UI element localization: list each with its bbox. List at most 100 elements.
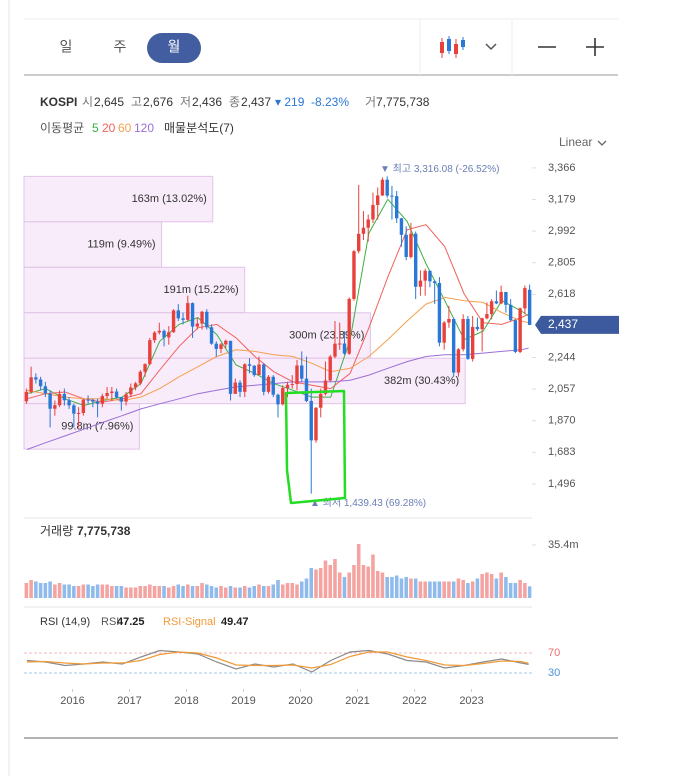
candle-body <box>181 318 185 320</box>
scale-chevron[interactable] <box>597 140 607 146</box>
candle-body <box>43 386 48 394</box>
candle-body <box>167 332 171 338</box>
y-tick-label: 2,057 <box>548 383 576 395</box>
y-tick-label: 70 <box>548 647 560 659</box>
candle-body <box>205 311 209 328</box>
candle-body <box>257 364 261 376</box>
volume-bar <box>209 586 214 598</box>
volume-bar <box>432 581 437 598</box>
chart-type-button[interactable] <box>440 36 465 58</box>
candle-body <box>281 388 285 405</box>
candle-body <box>518 308 522 352</box>
volume-bar <box>81 584 86 598</box>
candle-body <box>190 303 195 327</box>
candle-body <box>319 393 323 408</box>
candle-body <box>114 391 119 398</box>
volume-bar <box>152 586 157 598</box>
volume-bar <box>224 587 228 598</box>
candle-body <box>105 393 109 397</box>
x-tick-label: 2019 <box>231 695 255 707</box>
candle-body <box>485 314 489 319</box>
candle-body <box>442 322 446 343</box>
y-tick-label: 30 <box>548 667 560 679</box>
volume-bar <box>518 580 522 598</box>
candle-body <box>347 298 351 354</box>
volume-bar <box>480 574 484 598</box>
candle-body <box>48 393 52 409</box>
dropdown-chevron[interactable] <box>485 43 497 51</box>
candle-body <box>323 380 328 394</box>
ma-line <box>26 224 529 403</box>
candle-body <box>57 393 62 406</box>
tab[interactable]: 월 <box>168 39 181 55</box>
candle-body <box>333 343 337 357</box>
candle-body <box>95 401 100 404</box>
rsi-title: RSI (14,9) <box>40 616 90 628</box>
volume-bar <box>148 584 152 598</box>
candle-body <box>394 196 399 219</box>
volume-bar <box>295 584 299 598</box>
volume-bar <box>100 584 105 598</box>
volume-bar <box>43 583 48 598</box>
volume-bar <box>394 575 399 598</box>
candle-body <box>423 270 427 281</box>
candle-body <box>376 195 380 205</box>
volume-bar <box>442 581 446 598</box>
ma-legend: 60 <box>118 121 132 135</box>
volume-bar <box>129 587 133 598</box>
volume-bar <box>186 584 190 598</box>
candle-body <box>409 233 413 257</box>
tab[interactable]: 주 <box>114 39 127 55</box>
candle-body <box>380 179 385 196</box>
volume-bar <box>437 581 442 598</box>
volume-bar <box>124 587 128 598</box>
candle-body <box>404 234 408 257</box>
zoom-in[interactable] <box>586 38 604 56</box>
volume-bar <box>347 572 351 598</box>
volume-bar <box>385 577 389 598</box>
volume-bar <box>337 572 342 598</box>
volume-bar <box>423 581 427 598</box>
volume-bar <box>494 578 499 598</box>
rsi-legend: RSI-Signal <box>163 616 216 628</box>
candle-body <box>513 320 518 352</box>
volume-bar <box>242 586 247 598</box>
volume-bar <box>38 583 43 598</box>
volume-bar <box>361 565 366 598</box>
volume-bar <box>489 574 494 598</box>
label: 종 <box>229 95 240 109</box>
y-tick-label: 35.4m <box>548 539 579 551</box>
scale-mode[interactable]: Linear <box>559 135 592 149</box>
volume-bar <box>247 587 252 598</box>
volume-bar <box>228 586 233 598</box>
volume-bar <box>413 578 418 598</box>
candle-body <box>385 179 389 196</box>
value: 2,645 <box>94 95 124 109</box>
candle-body <box>34 377 38 380</box>
label: 거 <box>365 95 376 109</box>
volume-bar <box>200 583 204 598</box>
y-tick-label: 2,805 <box>548 257 576 269</box>
candle-body <box>470 326 475 359</box>
candle-body <box>451 319 456 373</box>
tab[interactable]: 일 <box>60 39 73 55</box>
candle-body <box>342 343 347 354</box>
volume-bar <box>461 580 465 598</box>
profile-label: 300m (23.89%) <box>289 329 364 341</box>
volume-bar <box>271 584 276 598</box>
candle-body <box>72 405 76 414</box>
candle-body <box>295 365 299 385</box>
candle-body <box>243 364 247 392</box>
x-tick-label: 2020 <box>288 695 312 707</box>
volume-bar <box>466 583 470 598</box>
candle-body <box>461 319 465 350</box>
candle-body <box>233 382 237 394</box>
candle-body <box>29 377 33 392</box>
candle-body <box>195 323 199 327</box>
candle-body <box>371 204 375 220</box>
volume-bar <box>205 584 209 598</box>
y-tick-label: 1,683 <box>548 446 576 458</box>
rsi-line <box>26 649 529 673</box>
rsi-legend-value: 47.25 <box>117 616 145 628</box>
candle-body <box>290 384 294 386</box>
